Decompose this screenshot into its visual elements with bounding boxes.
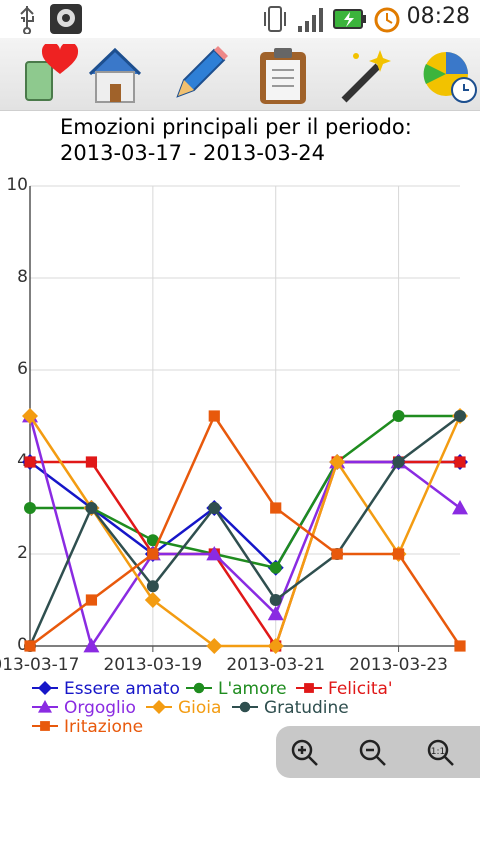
usb-icon bbox=[20, 6, 34, 34]
clock: 08:28 bbox=[406, 4, 470, 29]
alarm-icon bbox=[374, 7, 400, 33]
zoom-reset-icon[interactable]: 1:1 bbox=[424, 736, 458, 770]
legend-marker-gratudine bbox=[239, 701, 251, 713]
data-point-iritazione bbox=[85, 594, 98, 606]
data-point-iritazione bbox=[392, 548, 405, 560]
clipboard-button[interactable] bbox=[252, 44, 314, 106]
data-point-gratudine bbox=[208, 502, 221, 514]
legend-marker-essere-amato bbox=[38, 681, 52, 695]
legend-marker-l-amore bbox=[193, 682, 205, 694]
series-line-gioia bbox=[28, 415, 462, 648]
data-point-gioia bbox=[22, 408, 38, 424]
data-point-felicita bbox=[24, 456, 36, 468]
svg-text:1:1: 1:1 bbox=[431, 747, 445, 757]
legend-label-felicita: Felicita' bbox=[328, 679, 393, 699]
y-tick-label: 6 bbox=[17, 359, 28, 379]
vibrate-icon bbox=[264, 6, 286, 32]
data-point-gratudine bbox=[146, 580, 159, 593]
data-point-iritazione bbox=[24, 640, 36, 652]
legend-marker-gioia bbox=[152, 700, 166, 714]
zoom-in-icon[interactable] bbox=[288, 736, 322, 770]
x-tick-label: 2013-03-21 bbox=[226, 655, 325, 675]
data-point-iritazione bbox=[270, 502, 282, 514]
favorites-button[interactable] bbox=[20, 44, 82, 106]
data-point-l-amore bbox=[392, 410, 405, 422]
android-debug-icon bbox=[50, 4, 82, 34]
data-point-gratudine bbox=[269, 594, 282, 606]
x-tick-label: 2013-03-23 bbox=[349, 655, 448, 675]
data-point-orgoglio bbox=[452, 500, 468, 515]
data-point-gioia bbox=[267, 638, 284, 654]
data-point-orgoglio bbox=[206, 546, 223, 561]
series-line-iritazione bbox=[29, 413, 462, 648]
data-point-orgoglio bbox=[267, 605, 284, 621]
zoom-controls: 1:1 bbox=[276, 726, 480, 778]
signal-icon bbox=[298, 8, 323, 32]
data-point-felicita bbox=[85, 456, 98, 468]
data-point-gratudine bbox=[392, 456, 405, 468]
y-tick-label: 10 bbox=[6, 175, 28, 195]
stats-button[interactable] bbox=[418, 44, 480, 106]
series-line-l-amore bbox=[30, 414, 460, 570]
zoom-out-icon[interactable] bbox=[356, 736, 390, 770]
legend-label-iritazione: Iritazione bbox=[64, 717, 143, 737]
edit-button[interactable] bbox=[168, 44, 230, 106]
y-tick-label: 4 bbox=[17, 451, 28, 471]
data-point-gioia bbox=[206, 638, 223, 654]
chart-title: Emozioni principali per il periodo: 2013… bbox=[60, 115, 412, 165]
toolbar bbox=[0, 38, 480, 111]
y-tick-label: 2 bbox=[17, 543, 28, 563]
data-point-iritazione bbox=[454, 640, 466, 652]
data-point-gioia bbox=[144, 592, 161, 608]
data-point-l-amore bbox=[24, 502, 36, 514]
data-point-orgoglio bbox=[83, 638, 100, 653]
data-point-iritazione bbox=[147, 548, 159, 560]
legend-marker-felicita bbox=[304, 683, 314, 693]
x-tick-label: 2013-03-19 bbox=[103, 655, 202, 675]
data-point-gratudine bbox=[85, 502, 98, 514]
data-point-gratudine bbox=[454, 410, 466, 422]
y-tick-label: 0 bbox=[17, 635, 28, 655]
data-point-felicita bbox=[454, 456, 466, 468]
status-bar: 08:28 bbox=[0, 0, 480, 39]
data-point-iritazione bbox=[208, 410, 220, 422]
legend-label-gratudine: Gratudine bbox=[264, 698, 349, 718]
series-line-orgoglio bbox=[28, 415, 461, 649]
legend-label-gioia: Gioia bbox=[178, 698, 221, 718]
magic-wand-icon bbox=[341, 63, 381, 103]
legend-label-l-amore: L'amore bbox=[218, 679, 287, 699]
magic-button[interactable] bbox=[336, 44, 398, 106]
data-point-l-amore bbox=[146, 534, 159, 547]
legend-marker-iritazione bbox=[40, 721, 50, 731]
data-point-l-amore bbox=[269, 561, 282, 574]
data-point-iritazione bbox=[331, 548, 343, 560]
y-tick-label: 8 bbox=[17, 267, 28, 287]
battery-charging-icon bbox=[333, 9, 366, 29]
series-line-gratudine bbox=[28, 414, 461, 647]
home-button[interactable] bbox=[84, 44, 146, 106]
x-tick-label: 2013-03-17 bbox=[0, 655, 79, 675]
legend-marker-orgoglio bbox=[38, 700, 52, 713]
legend-label-essere-amato: Essere amato bbox=[64, 679, 180, 699]
legend-label-orgoglio: Orgoglio bbox=[64, 698, 136, 718]
heart-book-icon bbox=[41, 44, 79, 74]
data-point-gioia bbox=[329, 454, 346, 470]
